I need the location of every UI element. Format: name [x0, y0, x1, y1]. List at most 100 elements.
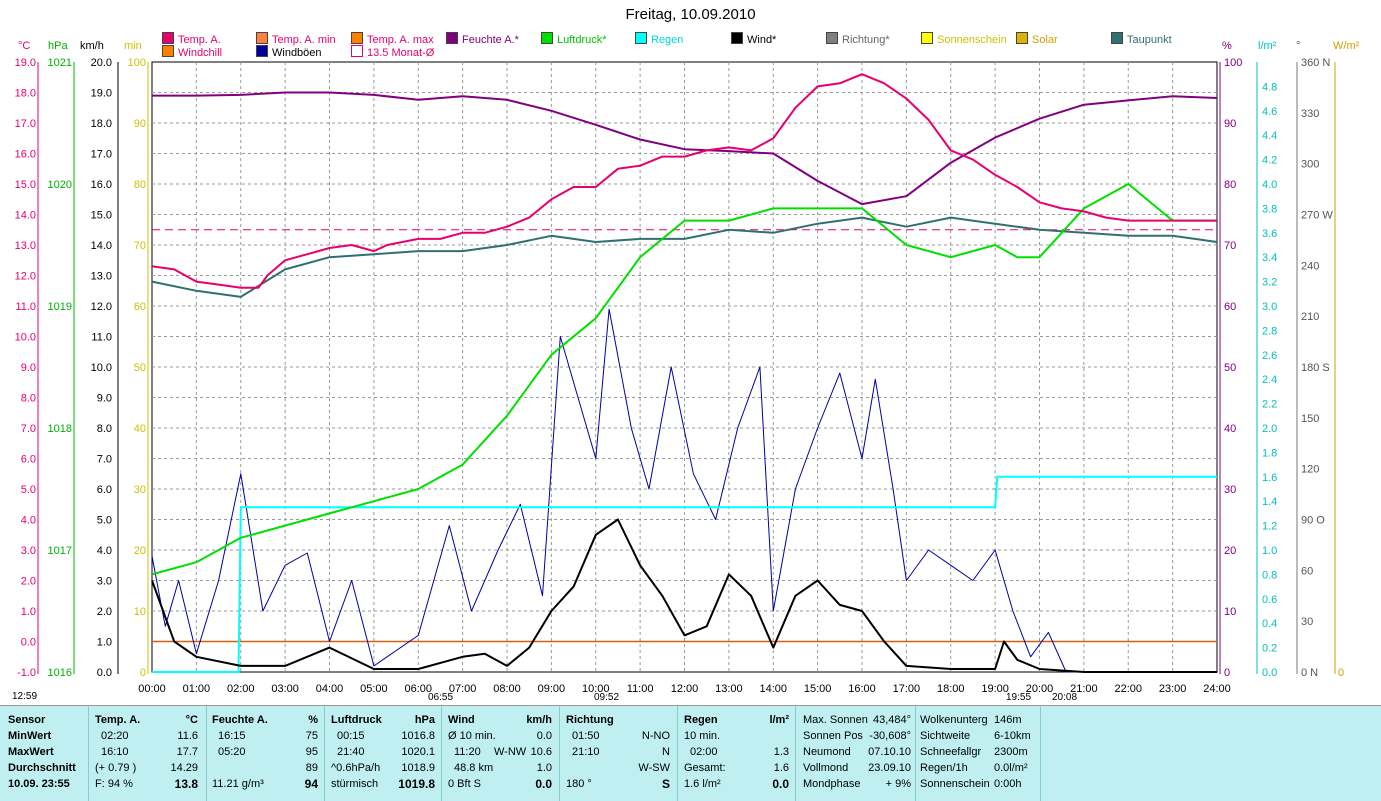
- tick-celsius: 6.0: [21, 454, 36, 466]
- tick-min: 60: [134, 301, 146, 313]
- divider: [441, 706, 442, 801]
- divider: [88, 706, 89, 801]
- tick-deg: 330: [1301, 108, 1319, 120]
- tick-celsius: 1.0: [21, 606, 36, 618]
- divider: [1040, 706, 1041, 801]
- mark-sunset-b: 20:08: [1052, 692, 1078, 703]
- tick-celsius: -1.0: [17, 667, 36, 679]
- legend-swatch: [635, 32, 647, 44]
- legend-richtung[interactable]: Richtung*: [826, 32, 890, 46]
- col-sonne: Max. Sonnen 43,484° Sonnen Pos -30,608° Ne…: [803, 714, 911, 790]
- legend-temp[interactable]: Temp. A.: [162, 32, 221, 46]
- chart-title: Freitag, 10.09.2010: [625, 6, 756, 23]
- tick-pct: 100: [1224, 57, 1242, 69]
- legend-swatch: [446, 32, 458, 44]
- tick-min: 10: [134, 606, 146, 618]
- tick-celsius: 12.0: [15, 271, 36, 283]
- tick-hour: 04:00: [316, 683, 344, 695]
- tick-deg: 270 W: [1301, 210, 1333, 222]
- tick-hour: 02:00: [227, 683, 255, 695]
- legend-windboeen[interactable]: Windböen: [256, 45, 322, 59]
- tick-hour: 23:00: [1159, 683, 1187, 695]
- tick-kmh: 17.0: [91, 149, 112, 161]
- tick-hour: 15:00: [804, 683, 832, 695]
- col-druck: Luftdruck hPa 00:15 1016.8 21:40 1020.1 ^0.…: [331, 714, 435, 791]
- tick-lm2: 0.0: [1262, 667, 1277, 679]
- tick-lm2: 1.8: [1262, 447, 1277, 459]
- tick-hour: 03:00: [271, 683, 299, 695]
- unit-deg: °: [1296, 40, 1301, 52]
- legend-windchill[interactable]: Windchill: [162, 45, 222, 59]
- mark-sunset-a: 19:55: [1006, 692, 1032, 703]
- legend-swatch: [351, 32, 363, 44]
- series-luftdruck: [151, 183, 1217, 576]
- unit-min: min: [124, 40, 142, 52]
- tick-min: 70: [134, 240, 146, 252]
- tick-lm2: 4.2: [1262, 155, 1277, 167]
- tick-celsius: 4.0: [21, 515, 36, 527]
- tick-deg: 0 N: [1301, 667, 1318, 679]
- unit-celsius: °C: [18, 40, 31, 52]
- divider: [559, 706, 560, 801]
- tick-hour: 01:00: [183, 683, 211, 695]
- tick-hour: 05:00: [360, 683, 388, 695]
- divider: [915, 706, 916, 801]
- series-temp-a: [151, 73, 1217, 289]
- tick-lm2: 2.8: [1262, 325, 1277, 337]
- legend-monat-avg[interactable]: 13.5 Monat-Ø: [351, 45, 434, 59]
- legend-swatch: [256, 32, 268, 44]
- tick-kmh: 16.0: [91, 179, 112, 191]
- legend-luftdruck[interactable]: Luftdruck*: [541, 32, 607, 46]
- mark-1259: 12:59: [12, 691, 38, 702]
- series-wind: [151, 518, 1217, 673]
- tick-pct: 90: [1224, 118, 1236, 130]
- unit-wm2: W/m²: [1333, 40, 1360, 52]
- legend-solar[interactable]: Solar: [1016, 32, 1058, 46]
- tick-lm2: 2.6: [1262, 350, 1277, 362]
- tick-lm2: 4.4: [1262, 130, 1277, 142]
- legend-regen[interactable]: Regen: [635, 32, 683, 46]
- divider: [324, 706, 325, 801]
- legend-swatch: [541, 32, 553, 44]
- tick-lm2: 2.2: [1262, 399, 1277, 411]
- legend-temp-min[interactable]: Temp. A. min: [256, 32, 336, 46]
- tick-celsius: 0.0: [21, 637, 36, 649]
- tick-kmh: 11.0: [91, 332, 112, 344]
- series-windb-en: [151, 308, 1217, 673]
- unit-hpa: hPa: [48, 40, 68, 52]
- tick-lm2: 3.0: [1262, 301, 1277, 313]
- tick-pct: 70: [1224, 240, 1236, 252]
- unit-kmh: km/h: [80, 40, 104, 52]
- tick-kmh: 5.0: [97, 515, 112, 527]
- tick-wm2: 0: [1338, 667, 1344, 679]
- tick-celsius: 14.0: [15, 210, 36, 222]
- tick-celsius: 7.0: [21, 423, 36, 435]
- legend-taupunkt[interactable]: Taupunkt: [1111, 32, 1172, 46]
- tick-hpa: 1017: [48, 545, 72, 557]
- tick-lm2: 0.6: [1262, 594, 1277, 606]
- tick-hour: 19:00: [981, 683, 1009, 695]
- tick-hpa: 1019: [48, 301, 72, 313]
- tick-lm2: 4.0: [1262, 179, 1277, 191]
- tick-kmh: 7.0: [97, 454, 112, 466]
- tick-celsius: 8.0: [21, 393, 36, 405]
- divider: [795, 706, 796, 801]
- legend-swatch: [826, 32, 838, 44]
- tick-pct: 30: [1224, 484, 1236, 496]
- tick-celsius: 2.0: [21, 576, 36, 588]
- tick-deg: 360 N: [1301, 57, 1330, 69]
- summary-panel: Sensor MinWert MaxWert Durchschnitt 10.0…: [0, 705, 1381, 801]
- legend-feuchte[interactable]: Feuchte A.*: [446, 32, 519, 46]
- tick-hpa: 1018: [48, 423, 72, 435]
- tick-hour: 24:00: [1203, 683, 1231, 695]
- tick-celsius: 5.0: [21, 484, 36, 496]
- unit-lm2: l/m²: [1258, 40, 1277, 52]
- tick-hour: 22:00: [1114, 683, 1142, 695]
- tick-pct: 60: [1224, 301, 1236, 313]
- tick-pct: 50: [1224, 362, 1236, 374]
- tick-deg: 240: [1301, 260, 1319, 272]
- legend-temp-max[interactable]: Temp. A. max: [351, 32, 434, 46]
- tick-lm2: 3.4: [1262, 252, 1277, 264]
- legend-wind[interactable]: Wind*: [731, 32, 776, 46]
- legend-sonnenschein[interactable]: Sonnenschein: [921, 32, 1007, 46]
